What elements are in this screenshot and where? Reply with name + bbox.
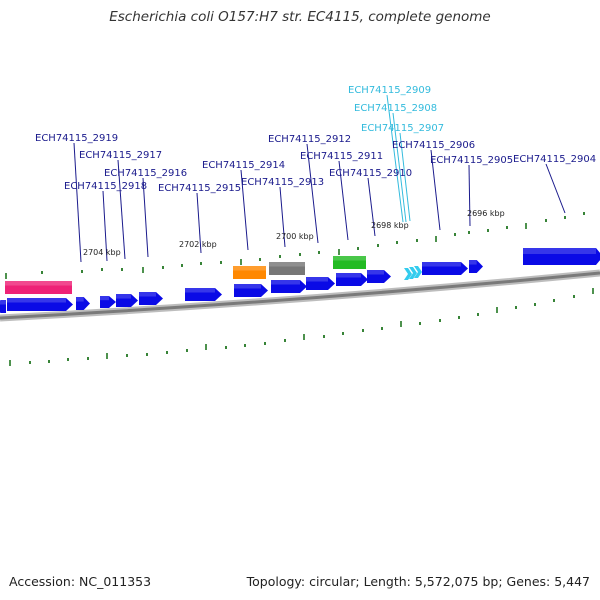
leader-line-ech74115_2918 [102, 190, 108, 262]
gene-arrow-14[interactable] [469, 260, 483, 273]
gene-arrow-6-shade [139, 292, 156, 297]
gene-label-ech74115_2912[interactable]: ECH74115_2912 [268, 134, 351, 145]
gene-label-ech74115_2908[interactable]: ECH74115_2908 [354, 103, 437, 114]
scale-2704-label: 2704 kbp [83, 248, 121, 257]
scale-labels: 2704 kbp 2702 kbp 2700 kbp 2698 kbp 2696 kbp [83, 209, 505, 257]
gene-arrow-7-shade [185, 288, 215, 293]
gene-arrow-2-shade [7, 298, 66, 303]
genome-summary-text: Topology: circular; Length: 5,572,075 bp… [246, 574, 590, 589]
gene-label-ech74115_2918[interactable]: ECH74115_2918 [64, 181, 147, 192]
map-title: Escherichia coli O157:H7 str. EC4115, co… [109, 9, 491, 25]
leader-line-ech74115_2912 [306, 143, 319, 244]
feature-gray-shade [269, 262, 305, 267]
feature-orange[interactable] [233, 266, 266, 279]
gene-label-ech74115_2911[interactable]: ECH74115_2911 [300, 151, 383, 162]
gene-arrow-8[interactable] [234, 284, 268, 297]
leader-line-ech74115_2909 [386, 94, 404, 223]
gene-label-ech74115_2910[interactable]: ECH74115_2910 [329, 168, 412, 179]
gene-arrow-13-shade [422, 262, 461, 267]
gene-arrow-10[interactable] [306, 277, 335, 290]
gene-arrow-9[interactable] [271, 280, 307, 293]
rna-gene-chevron[interactable] [409, 267, 417, 279]
gene-arrow-8-shade [234, 284, 261, 289]
gene-arrow-10-shade [306, 277, 328, 282]
gene-label-ech74115_2904[interactable]: ECH74115_2904 [513, 154, 596, 165]
scale-2698-label: 2698 kbp [371, 221, 409, 230]
leader-line-ech74115_2908 [392, 112, 407, 223]
accession-text: Accession: NC_011353 [9, 574, 152, 589]
gene-label-ech74115_2914[interactable]: ECH74115_2914 [202, 160, 285, 171]
gene-label-ech74115_2905[interactable]: ECH74115_2905 [430, 155, 513, 166]
gene-arrow-6[interactable] [139, 292, 163, 305]
gene-arrow-15-shade [523, 248, 596, 254]
feature-orange-shade [233, 266, 266, 271]
gene-label-ech74115_2906[interactable]: ECH74115_2906 [392, 140, 475, 151]
gene-arrow-14-shade [469, 260, 477, 265]
leader-line-ech74115_2910 [367, 177, 376, 237]
leader-line-ech74115_2915 [196, 192, 202, 254]
feature-pink[interactable] [5, 281, 72, 294]
gene-arrow-5-shade [116, 294, 131, 299]
scale-2696-label: 2696 kbp [467, 209, 505, 218]
gene-arrow-1-shade [0, 300, 6, 305]
rna-gene-chevron[interactable] [414, 266, 422, 278]
gene-features [0, 248, 600, 313]
gene-arrow-12-shade [367, 270, 384, 275]
gene-arrow-2[interactable] [7, 298, 73, 311]
scale-2700-label: 2700 kbp [276, 232, 314, 241]
gene-arrow-11-shade [336, 273, 361, 278]
genome-backbone [0, 269, 600, 322]
gene-arrow-3-shade [76, 297, 84, 302]
leader-line-ech74115_2916 [142, 177, 149, 258]
gene-arrow-11[interactable] [336, 273, 368, 286]
leader-line-ech74115_2906 [430, 149, 441, 231]
leader-line-ech74115_2907 [399, 132, 411, 222]
gene-arrow-3[interactable] [76, 297, 90, 310]
rna-gene-chevron[interactable] [404, 268, 412, 280]
leader-line-ech74115_2913 [279, 186, 286, 248]
label-leader-lines [73, 94, 566, 263]
gene-arrow-1[interactable] [0, 300, 6, 313]
feature-green-shade [333, 256, 366, 261]
leader-line-ech74115_2919 [73, 142, 82, 263]
feature-gray[interactable] [269, 262, 305, 275]
leader-line-ech74115_2904 [545, 163, 566, 214]
gene-arrow-7[interactable] [185, 288, 222, 301]
gene-arrow-9-shade [271, 280, 300, 285]
scale-2702-label: 2702 kbp [179, 240, 217, 249]
leader-line-ech74115_2905 [468, 164, 471, 227]
gene-arrow-13[interactable] [422, 262, 468, 275]
gene-label-ech74115_2916[interactable]: ECH74115_2916 [104, 168, 187, 179]
gene-arrow-4[interactable] [100, 296, 116, 308]
gene-labels: ECH74115_2919 ECH74115_2918 ECH74115_2917 E… [35, 85, 596, 194]
tick-marks [5, 212, 594, 366]
leader-line-ech74115_2917 [117, 159, 126, 260]
gene-label-ech74115_2917[interactable]: ECH74115_2917 [79, 150, 162, 161]
gene-arrow-5[interactable] [116, 294, 138, 307]
gene-arrow-12[interactable] [367, 270, 391, 283]
feature-pink-shade [5, 281, 72, 286]
gene-label-ech74115_2907[interactable]: ECH74115_2907 [361, 123, 444, 134]
gene-arrow-4-shade [100, 296, 109, 301]
gene-arrow-15[interactable] [523, 248, 600, 265]
gene-label-ech74115_2909[interactable]: ECH74115_2909 [348, 85, 431, 96]
gene-label-ech74115_2913[interactable]: ECH74115_2913 [241, 177, 324, 188]
leader-line-ech74115_2914 [240, 169, 249, 251]
leader-line-ech74115_2911 [338, 160, 349, 241]
gene-label-ech74115_2919[interactable]: ECH74115_2919 [35, 133, 118, 144]
feature-green[interactable] [333, 256, 366, 269]
gene-label-ech74115_2915[interactable]: ECH74115_2915 [158, 183, 241, 194]
